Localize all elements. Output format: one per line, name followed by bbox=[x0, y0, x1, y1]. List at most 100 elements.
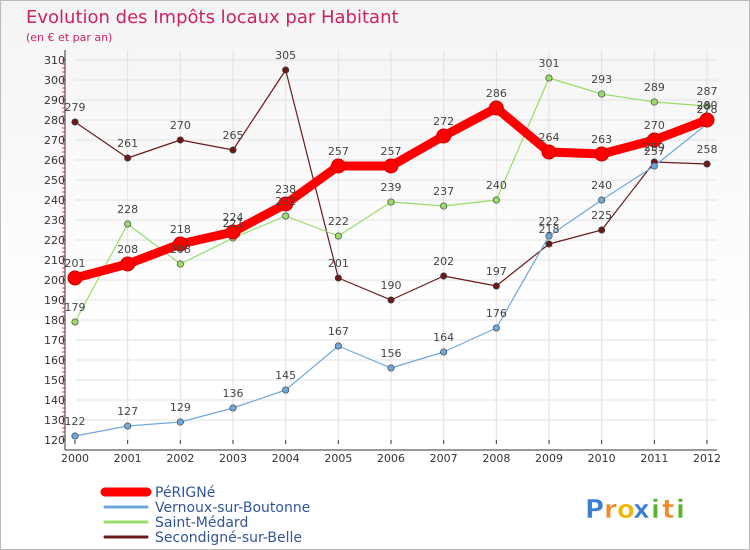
x-tick-label: 2012 bbox=[693, 452, 721, 465]
data-label: 286 bbox=[486, 87, 507, 100]
data-label: 278 bbox=[697, 103, 718, 116]
y-tick-label: 170 bbox=[44, 334, 65, 347]
data-label: 136 bbox=[223, 387, 244, 400]
data-point bbox=[387, 296, 395, 304]
legend: PéRIGNéVernoux-sur-BoutonneSaint-MédardS… bbox=[100, 485, 310, 546]
x-tick-label: 2011 bbox=[640, 452, 668, 465]
data-label: 222 bbox=[539, 215, 560, 228]
data-point bbox=[176, 418, 184, 426]
data-point bbox=[650, 98, 658, 106]
chart-title: Evolution des Impôts locaux par Habitant bbox=[26, 7, 399, 28]
y-tick-label: 190 bbox=[44, 294, 65, 307]
data-labels: 279 261 270 265 305 201 190 202 197 218 225 259 258 1… bbox=[65, 49, 718, 428]
data-label: 127 bbox=[117, 405, 138, 418]
x-tick-label: 2009 bbox=[535, 452, 563, 465]
data-label: 261 bbox=[117, 137, 138, 150]
data-label: 289 bbox=[644, 81, 665, 94]
data-point bbox=[124, 220, 132, 228]
y-tick-label: 200 bbox=[44, 274, 65, 287]
data-label: 221 bbox=[223, 217, 244, 230]
data-label: 190 bbox=[381, 279, 402, 292]
data-point bbox=[545, 240, 553, 248]
logo-letter: i bbox=[676, 495, 685, 525]
chart-subtitle: (en € et par an) bbox=[26, 31, 112, 44]
data-point bbox=[225, 224, 241, 240]
data-point bbox=[703, 160, 711, 168]
logo-letter: i bbox=[651, 495, 660, 525]
logo-letter: t bbox=[662, 495, 674, 525]
data-label: 257 bbox=[328, 145, 349, 158]
y-tick-label: 130 bbox=[44, 414, 65, 427]
data-label: 218 bbox=[539, 223, 560, 236]
data-label: 237 bbox=[433, 185, 454, 198]
data-label: 197 bbox=[486, 265, 507, 278]
y-tick-label: 260 bbox=[44, 154, 65, 167]
data-label: 258 bbox=[697, 143, 718, 156]
data-label: 201 bbox=[65, 257, 86, 270]
y-tick-label: 160 bbox=[44, 354, 65, 367]
data-label: 238 bbox=[275, 183, 296, 196]
x-tick-label: 2000 bbox=[61, 452, 89, 465]
data-point bbox=[124, 422, 132, 430]
data-label: 176 bbox=[486, 307, 507, 320]
data-label: 287 bbox=[697, 85, 718, 98]
y-tick-label: 150 bbox=[44, 374, 65, 387]
data-point bbox=[334, 232, 342, 240]
legend-label: Vernoux-sur-Boutonne bbox=[155, 500, 310, 516]
data-point bbox=[71, 432, 79, 440]
logo-letter: x bbox=[633, 495, 650, 525]
data-point bbox=[67, 270, 83, 286]
data-point bbox=[440, 348, 448, 356]
x-tick-label: 2007 bbox=[430, 452, 458, 465]
data-label: 240 bbox=[591, 179, 612, 192]
data-point bbox=[598, 196, 606, 204]
x-axis-ticks: 2000 2001 2002 2003 2004 2005 2006 2007 2008 2009… bbox=[61, 452, 721, 465]
data-point bbox=[703, 102, 711, 110]
y-tick-label: 290 bbox=[44, 94, 65, 107]
data-label: 240 bbox=[486, 179, 507, 192]
data-point bbox=[229, 404, 237, 412]
y-tick-label: 240 bbox=[44, 194, 65, 207]
data-point bbox=[492, 196, 500, 204]
x-tick-label: 2004 bbox=[272, 452, 300, 465]
y-tick-label: 270 bbox=[44, 134, 65, 147]
y-tick-label: 300 bbox=[44, 74, 65, 87]
data-point bbox=[440, 202, 448, 210]
y-tick-label: 310 bbox=[44, 54, 65, 67]
data-label: 208 bbox=[117, 243, 138, 256]
data-point bbox=[334, 274, 342, 282]
data-label: 259 bbox=[644, 141, 665, 154]
data-label: 280 bbox=[697, 99, 718, 112]
data-label: 270 bbox=[644, 119, 665, 132]
x-tick-label: 2001 bbox=[114, 452, 142, 465]
data-point bbox=[176, 260, 184, 268]
x-tick-label: 2005 bbox=[324, 452, 352, 465]
data-point bbox=[229, 146, 237, 154]
data-point bbox=[594, 146, 610, 162]
x-tick-label: 2003 bbox=[219, 452, 247, 465]
data-point bbox=[387, 364, 395, 372]
data-label: 263 bbox=[591, 133, 612, 146]
data-label: 179 bbox=[65, 301, 86, 314]
data-label: 301 bbox=[539, 57, 560, 70]
axes bbox=[62, 50, 717, 451]
data-point bbox=[646, 132, 662, 148]
data-point bbox=[545, 232, 553, 240]
logo-letter: r bbox=[604, 495, 617, 525]
data-point bbox=[282, 66, 290, 74]
data-label: 239 bbox=[381, 181, 402, 194]
data-point bbox=[120, 256, 136, 272]
data-point bbox=[598, 90, 606, 98]
data-point bbox=[598, 226, 606, 234]
y-tick-label: 230 bbox=[44, 214, 65, 227]
data-point bbox=[176, 136, 184, 144]
y-tick-label: 210 bbox=[44, 254, 65, 267]
logo-letter: o bbox=[617, 495, 635, 525]
x-tick-label: 2006 bbox=[377, 452, 405, 465]
data-point bbox=[387, 198, 395, 206]
legend-label: PéRIGNé bbox=[155, 485, 215, 501]
y-tick-label: 220 bbox=[44, 234, 65, 247]
data-point bbox=[282, 386, 290, 394]
data-label: 222 bbox=[328, 215, 349, 228]
